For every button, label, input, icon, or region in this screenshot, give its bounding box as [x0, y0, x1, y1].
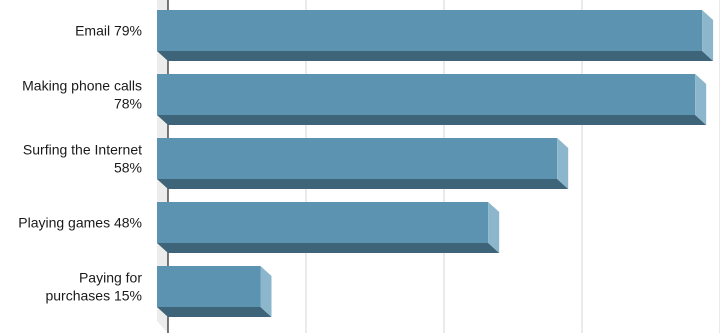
category-label-1: Email 79% — [75, 23, 142, 39]
bar-bottom-side — [157, 51, 714, 61]
category-label-5: Paying for purchases 15% — [45, 270, 142, 304]
bar-end-cap — [695, 74, 707, 125]
bar-bottom-side — [157, 179, 569, 189]
bars — [157, 10, 714, 317]
category-label-line: Making phone calls — [22, 78, 142, 94]
category-label-4: Playing games 48% — [18, 215, 142, 231]
category-label-3: Surfing the Internet 58% — [23, 142, 142, 176]
bar-end-cap — [488, 202, 500, 253]
bar-5 — [157, 266, 272, 317]
category-label-line: 58% — [114, 160, 142, 176]
bar-face — [157, 74, 696, 115]
category-label-line: Surfing the Internet — [23, 142, 142, 158]
bar-3 — [157, 138, 569, 189]
category-label-line: purchases 15% — [45, 288, 142, 304]
bar-face — [157, 138, 558, 179]
category-labels: Email 79% Making phone calls 78% Surfing th… — [18, 23, 142, 304]
bar-end-cap — [260, 266, 272, 317]
bar-bottom-side — [157, 243, 500, 253]
bar-bottom-side — [157, 115, 707, 125]
bar-bottom-side — [157, 307, 272, 317]
bar-1 — [157, 10, 714, 61]
bar-end-cap — [557, 138, 569, 189]
bar-face — [157, 202, 489, 243]
bar-face — [157, 10, 703, 51]
bar-4 — [157, 202, 500, 253]
bar-2 — [157, 74, 707, 125]
category-label-line: 78% — [114, 96, 142, 112]
category-label-line: Email 79% — [75, 23, 142, 39]
bar-end-cap — [702, 10, 714, 61]
category-label-line: Paying for — [79, 270, 142, 286]
category-label-line: Playing games 48% — [18, 215, 142, 231]
bar-face — [157, 266, 261, 307]
category-label-2: Making phone calls 78% — [22, 78, 142, 112]
